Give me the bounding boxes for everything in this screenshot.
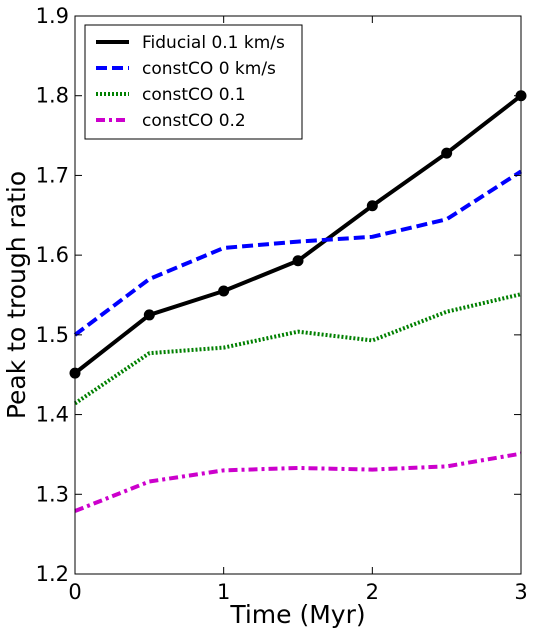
- series-line-2: [73, 169, 523, 337]
- plot-frame: [74, 15, 522, 575]
- y-tick-label: 1.3: [36, 482, 69, 506]
- legend: Fiducial 0.1 km/s constCO 0 km/s constCO 0…: [84, 24, 303, 140]
- series-line-3: [73, 292, 522, 406]
- series-1-point: [366, 200, 378, 212]
- x-tick-label: 1: [217, 580, 230, 604]
- labels-layer: 0 1 2 3 1.2 1.3 1.4 1.5 1.6 1.7 1.8 1.9: [36, 4, 528, 604]
- legend-label-1: Fiducial 0.1 km/s: [142, 33, 285, 53]
- y-tick-label: 1.6: [36, 243, 69, 267]
- series-1-point: [441, 147, 453, 159]
- series-layer: [69, 90, 527, 513]
- x-tick-label: 3: [514, 580, 527, 604]
- y-tick-label: 1.8: [36, 84, 69, 108]
- series-1-point: [218, 285, 230, 297]
- ticks-layer: [74, 15, 522, 575]
- x-tick-label: 2: [366, 580, 379, 604]
- y-tick-label: 1.4: [36, 403, 69, 427]
- series-1-point: [292, 255, 304, 267]
- y-tick-label: 1.2: [36, 562, 69, 586]
- series-line-4: [74, 451, 522, 513]
- series-1-point: [143, 309, 155, 321]
- y-tick-label: 1.9: [36, 4, 69, 28]
- y-tick-label: 1.7: [36, 163, 69, 187]
- x-tick-label: 0: [68, 580, 81, 604]
- x-axis-title: Time (Myr): [229, 600, 365, 629]
- legend-label-3: constCO 0.1: [142, 85, 246, 105]
- y-tick-label: 1.5: [36, 323, 69, 347]
- legend-label-4: constCO 0.2: [142, 111, 246, 131]
- y-axis-title: Peak to trough ratio: [2, 171, 31, 419]
- legend-label-2: constCO 0 km/s: [142, 59, 276, 79]
